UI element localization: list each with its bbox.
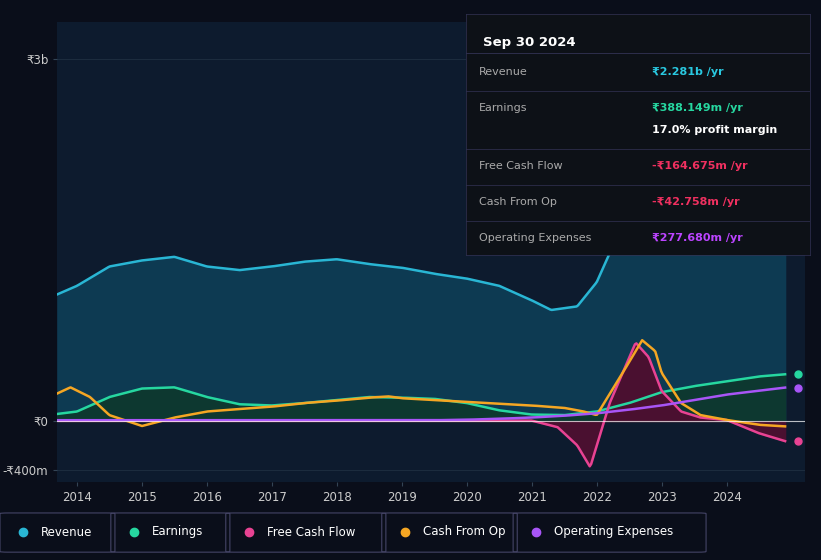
Text: Earnings: Earnings	[479, 103, 528, 113]
Text: Revenue: Revenue	[479, 67, 528, 77]
Text: Cash From Op: Cash From Op	[423, 525, 505, 539]
Text: Cash From Op: Cash From Op	[479, 197, 557, 207]
Text: ₹2.281b /yr: ₹2.281b /yr	[652, 67, 723, 77]
Text: -₹42.758m /yr: -₹42.758m /yr	[652, 197, 740, 207]
Text: Revenue: Revenue	[41, 525, 93, 539]
Text: ₹277.680m /yr: ₹277.680m /yr	[652, 233, 742, 243]
Text: Sep 30 2024: Sep 30 2024	[483, 36, 576, 49]
Text: -₹164.675m /yr: -₹164.675m /yr	[652, 161, 747, 171]
Text: Earnings: Earnings	[152, 525, 204, 539]
Text: Operating Expenses: Operating Expenses	[554, 525, 673, 539]
Text: ₹388.149m /yr: ₹388.149m /yr	[652, 103, 742, 113]
Text: Free Cash Flow: Free Cash Flow	[267, 525, 355, 539]
Text: 17.0% profit margin: 17.0% profit margin	[652, 124, 777, 134]
Text: Free Cash Flow: Free Cash Flow	[479, 161, 563, 171]
Text: Operating Expenses: Operating Expenses	[479, 233, 592, 243]
